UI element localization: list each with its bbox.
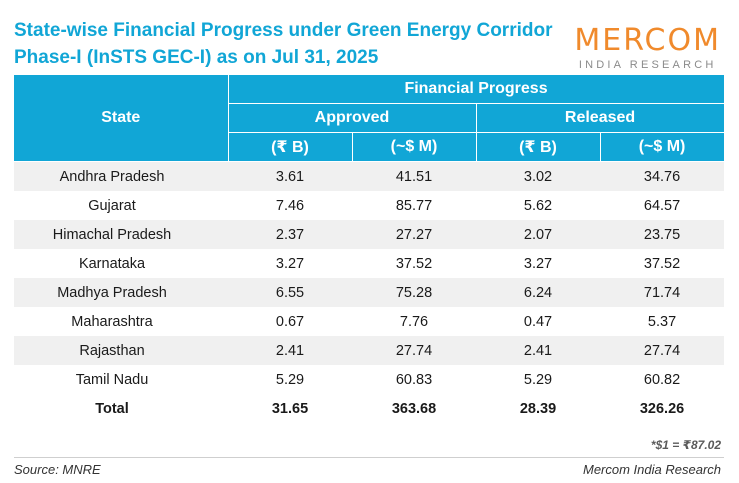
state-cell: Maharashtra [14, 307, 228, 336]
total-approved-usd-cell: 363.68 [352, 394, 476, 423]
exchange-rate-note: *$1 = ₹87.02 [650, 438, 721, 452]
mercom-logo: MERCOM INDIA RESEARCH [574, 26, 721, 72]
table-row: Madhya Pradesh 6.55 75.28 6.24 71.74 [14, 278, 725, 307]
approved-usd-cell: 75.28 [352, 278, 476, 307]
table-row: Himachal Pradesh 2.37 27.27 2.07 23.75 [14, 220, 725, 249]
released-inr-cell: 0.47 [476, 307, 600, 336]
released-usd-cell: 64.57 [600, 191, 725, 220]
approved-inr-cell: 3.27 [228, 249, 352, 278]
released-inr-cell: 2.41 [476, 336, 600, 365]
state-cell: Andhra Pradesh [14, 161, 228, 191]
released-usd-cell: 60.82 [600, 365, 725, 394]
released-inr-cell: 5.29 [476, 365, 600, 394]
approved-usd-cell: 7.76 [352, 307, 476, 336]
total-label-cell: Total [14, 394, 228, 423]
released-usd-cell: 34.76 [600, 161, 725, 191]
released-inr-cell: 5.62 [476, 191, 600, 220]
state-cell: Gujarat [14, 191, 228, 220]
approved-header: Approved [227, 103, 477, 133]
approved-usd-cell: 41.51 [352, 161, 476, 191]
released-header: Released [475, 103, 725, 133]
approved-inr-unit-header: (₹ B) [227, 132, 353, 162]
approved-inr-cell: 2.37 [228, 220, 352, 249]
financial-progress-table: State Financial Progress Approved Releas… [14, 74, 725, 423]
released-usd-cell: 37.52 [600, 249, 725, 278]
table-row: Rajasthan 2.41 27.74 2.41 27.74 [14, 336, 725, 365]
total-approved-inr-cell: 31.65 [228, 394, 352, 423]
approved-usd-cell: 27.27 [352, 220, 476, 249]
released-inr-cell: 6.24 [476, 278, 600, 307]
released-usd-cell: 27.74 [600, 336, 725, 365]
released-inr-unit-header: (₹ B) [475, 132, 601, 162]
released-usd-cell: 71.74 [600, 278, 725, 307]
approved-usd-cell: 37.52 [352, 249, 476, 278]
table-row: Maharashtra 0.67 7.76 0.47 5.37 [14, 307, 725, 336]
released-inr-cell: 3.27 [476, 249, 600, 278]
state-cell: Rajasthan [14, 336, 228, 365]
title-line-2: Phase-I (InSTS GEC-I) as on Jul 31, 2025 [14, 47, 379, 68]
approved-usd-cell: 60.83 [352, 365, 476, 394]
table-row: Karnataka 3.27 37.52 3.27 37.52 [14, 249, 725, 278]
released-usd-cell: 5.37 [600, 307, 725, 336]
footer-divider [14, 457, 724, 458]
logo-subtitle: INDIA RESEARCH [578, 59, 717, 71]
state-cell: Madhya Pradesh [14, 278, 228, 307]
total-row: Total 31.65 363.68 28.39 326.26 [14, 394, 725, 423]
approved-inr-cell: 3.61 [228, 161, 352, 191]
approved-inr-cell: 6.55 [228, 278, 352, 307]
source-note: Source: MNRE [14, 462, 101, 477]
financial-progress-header: Financial Progress [227, 74, 725, 104]
table-row: Tamil Nadu 5.29 60.83 5.29 60.82 [14, 365, 725, 394]
page-title: State-wise Financial Progress under Gree… [14, 17, 574, 71]
approved-usd-cell: 85.77 [352, 191, 476, 220]
table-row: Gujarat 7.46 85.77 5.62 64.57 [14, 191, 725, 220]
released-inr-cell: 2.07 [476, 220, 600, 249]
released-usd-unit-header: (~$ M) [599, 132, 725, 162]
state-cell: Tamil Nadu [14, 365, 228, 394]
total-released-inr-cell: 28.39 [476, 394, 600, 423]
approved-inr-cell: 0.67 [228, 307, 352, 336]
credit-note: Mercom India Research [583, 462, 721, 477]
approved-usd-cell: 27.74 [352, 336, 476, 365]
title-line-1: State-wise Financial Progress under Gree… [14, 20, 553, 41]
state-column-header: State [14, 74, 229, 162]
approved-inr-cell: 5.29 [228, 365, 352, 394]
approved-usd-unit-header: (~$ M) [351, 132, 477, 162]
approved-inr-cell: 7.46 [228, 191, 352, 220]
total-released-usd-cell: 326.26 [600, 394, 725, 423]
table-row: Andhra Pradesh 3.61 41.51 3.02 34.76 [14, 161, 725, 191]
state-cell: Karnataka [14, 249, 228, 278]
released-inr-cell: 3.02 [476, 161, 600, 191]
approved-inr-cell: 2.41 [228, 336, 352, 365]
released-usd-cell: 23.75 [600, 220, 725, 249]
logo-wordmark: MERCOM [574, 23, 721, 58]
state-cell: Himachal Pradesh [14, 220, 228, 249]
